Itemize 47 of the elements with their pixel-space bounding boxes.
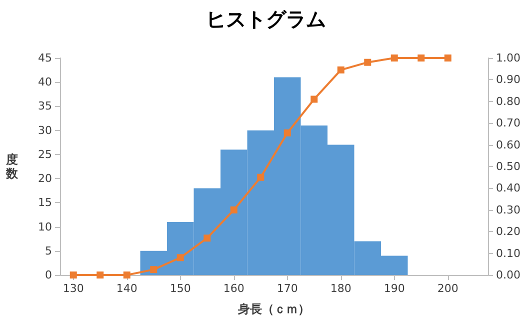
y2-tick-label: 1.00: [496, 52, 520, 64]
point: [204, 234, 211, 242]
x-tick-label: 130: [62, 282, 84, 295]
y-tick-label: 5: [45, 244, 52, 258]
point: [230, 206, 238, 214]
y-tick-label: 45: [38, 52, 52, 64]
x-tick-label: 190: [384, 282, 405, 295]
x-tick-label: 180: [330, 282, 352, 295]
y-tick-label: 0: [45, 268, 52, 282]
y2-tick-label: 0.40: [496, 182, 520, 195]
y-tick-label: 10: [38, 220, 52, 234]
x-tick-label: 200: [437, 282, 458, 295]
point: [310, 96, 318, 103]
y2-tick-label: 0.70: [496, 116, 520, 130]
y-tick-label: 25: [38, 148, 52, 161]
y-tick-label: 30: [38, 124, 52, 137]
x-axis-title: 身長（ｃｍ）: [237, 302, 310, 316]
y-tick-label: 20: [38, 172, 52, 186]
y2-tick-label: 0.30: [496, 203, 520, 216]
x-tick-label: 160: [223, 282, 244, 295]
y2-tick-label: 0.20: [496, 225, 520, 238]
x-tick-label: 150: [170, 282, 191, 295]
chart-title: ヒストグラム: [206, 7, 326, 31]
point: [150, 266, 158, 274]
y-tick-label: 40: [38, 76, 52, 89]
point: [123, 272, 130, 278]
y2-tick-label: 0.90: [496, 73, 520, 86]
x-tick-label: 140: [116, 282, 138, 295]
point: [70, 272, 77, 278]
y2-tick-label: 0.80: [496, 94, 520, 108]
y2-tick-label: 0.50: [496, 160, 520, 173]
y2-tick-label: 0.10: [496, 246, 520, 260]
y-axis-title: 度数: [5, 152, 19, 180]
point: [337, 66, 344, 74]
y-tick-label: 35: [38, 100, 52, 113]
point: [96, 272, 104, 278]
point: [444, 54, 452, 62]
y2-tick-label: 0.60: [496, 138, 520, 152]
point: [257, 174, 264, 181]
x-tick-label: 170: [276, 282, 298, 295]
point: [418, 54, 425, 62]
point: [176, 254, 184, 262]
point: [284, 129, 291, 136]
point: [364, 58, 372, 66]
point: [390, 54, 398, 62]
y2-tick-label: 0.00: [496, 268, 520, 282]
y-tick-label: 15: [38, 196, 52, 210]
